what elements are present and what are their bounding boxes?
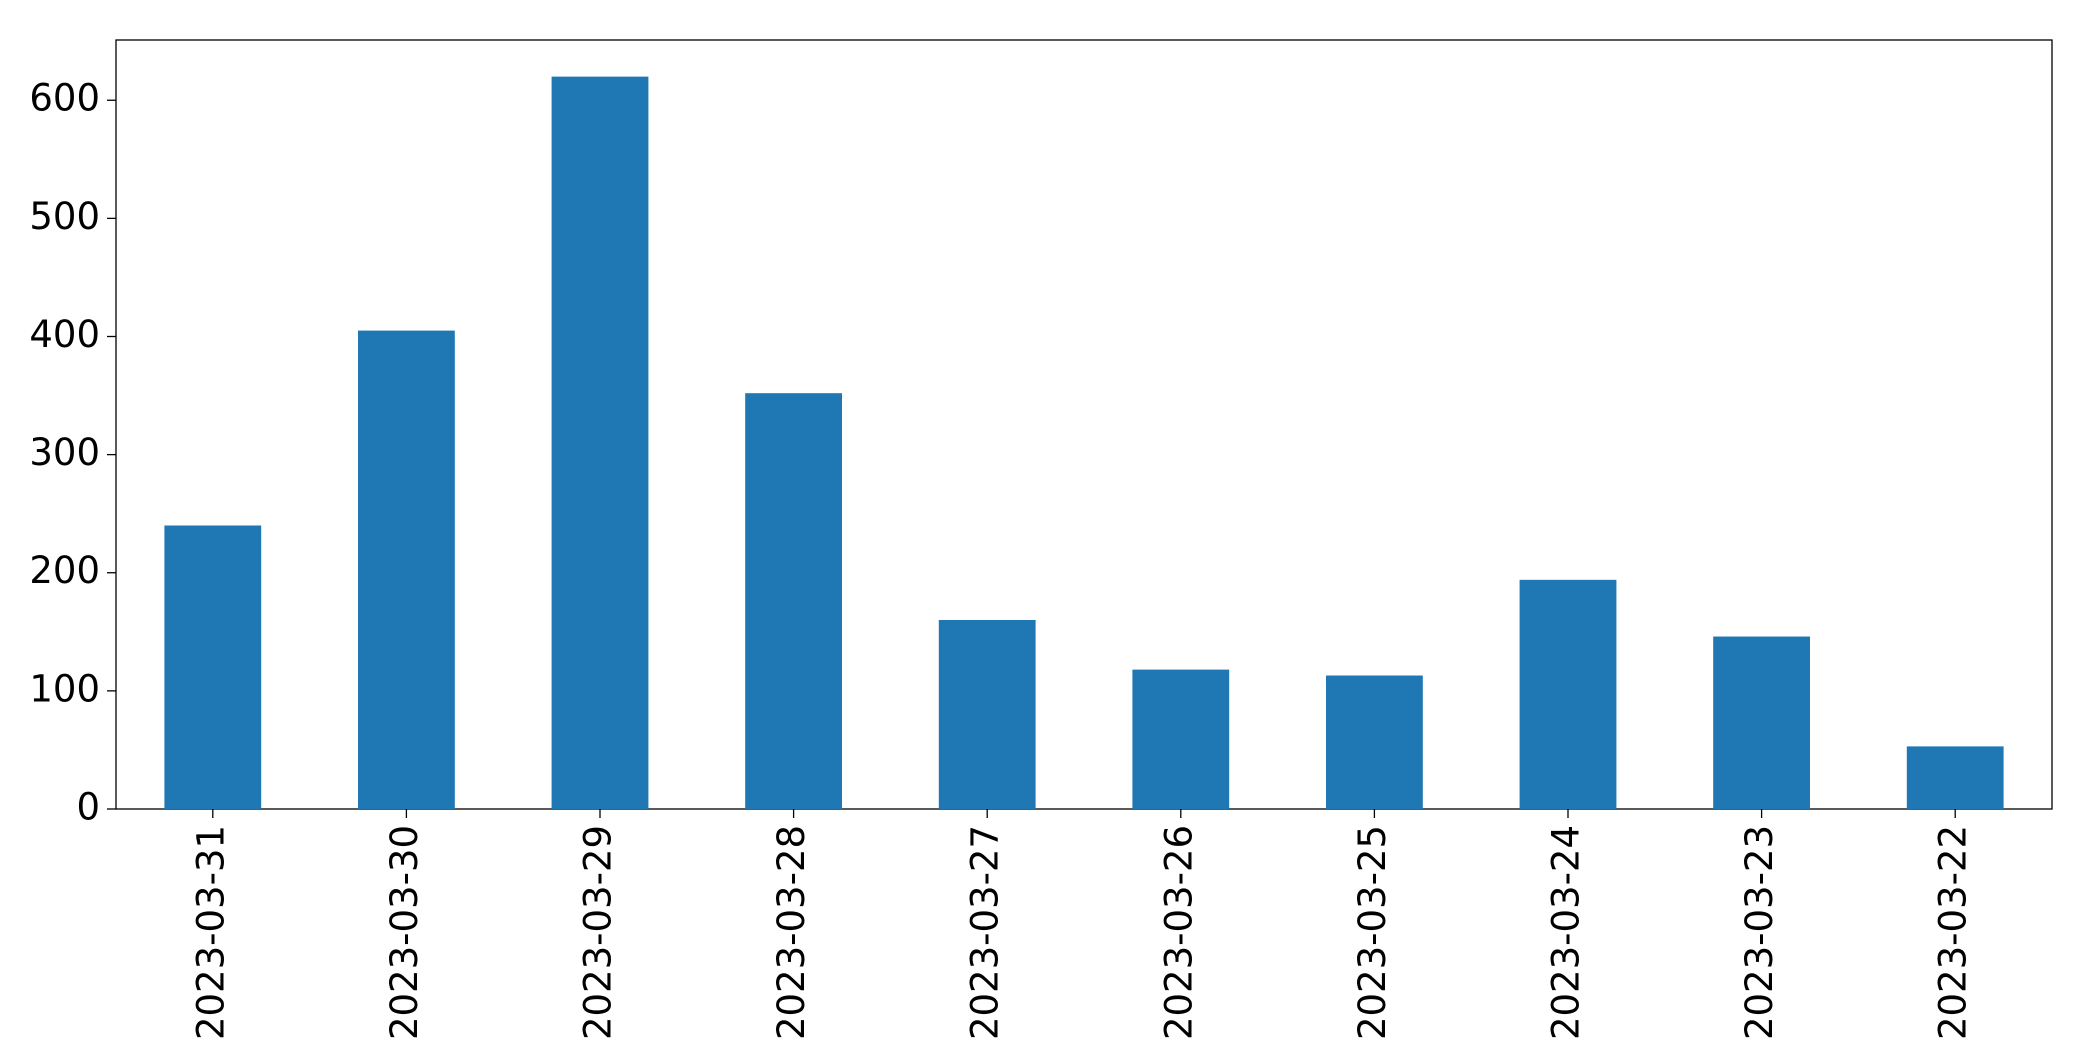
bar (358, 330, 455, 809)
x-tick-label: 2023-03-28 (770, 825, 813, 1040)
x-tick-label: 2023-03-30 (383, 825, 426, 1040)
bar (164, 525, 262, 809)
x-tick-label: 2023-03-26 (1157, 825, 1200, 1040)
x-tick-label: 2023-03-22 (1932, 825, 1975, 1040)
bar (1132, 669, 1230, 809)
y-tick-label: 300 (29, 431, 100, 474)
y-tick-label: 100 (29, 667, 100, 710)
bar (1906, 746, 2004, 809)
bar (1713, 636, 1810, 809)
y-tick-label: 500 (29, 195, 100, 238)
y-tick-label: 600 (29, 77, 100, 120)
y-tick-label: 400 (29, 313, 100, 356)
bar (551, 76, 649, 810)
bar (745, 393, 842, 809)
x-tick-label: 2023-03-27 (964, 825, 1007, 1040)
y-tick-label: 200 (29, 549, 100, 592)
x-tick-label: 2023-03-24 (1545, 825, 1588, 1040)
bar (1326, 675, 1423, 809)
x-tick-label: 2023-03-29 (577, 825, 620, 1040)
y-tick-label: 0 (76, 786, 100, 829)
bar (938, 619, 1036, 809)
bar (1519, 579, 1617, 809)
x-tick-label: 2023-03-23 (1738, 825, 1781, 1040)
x-tick-label: 2023-03-25 (1351, 825, 1394, 1040)
axes-frame (115, 39, 2053, 810)
x-tick-label: 2023-03-31 (189, 825, 232, 1040)
